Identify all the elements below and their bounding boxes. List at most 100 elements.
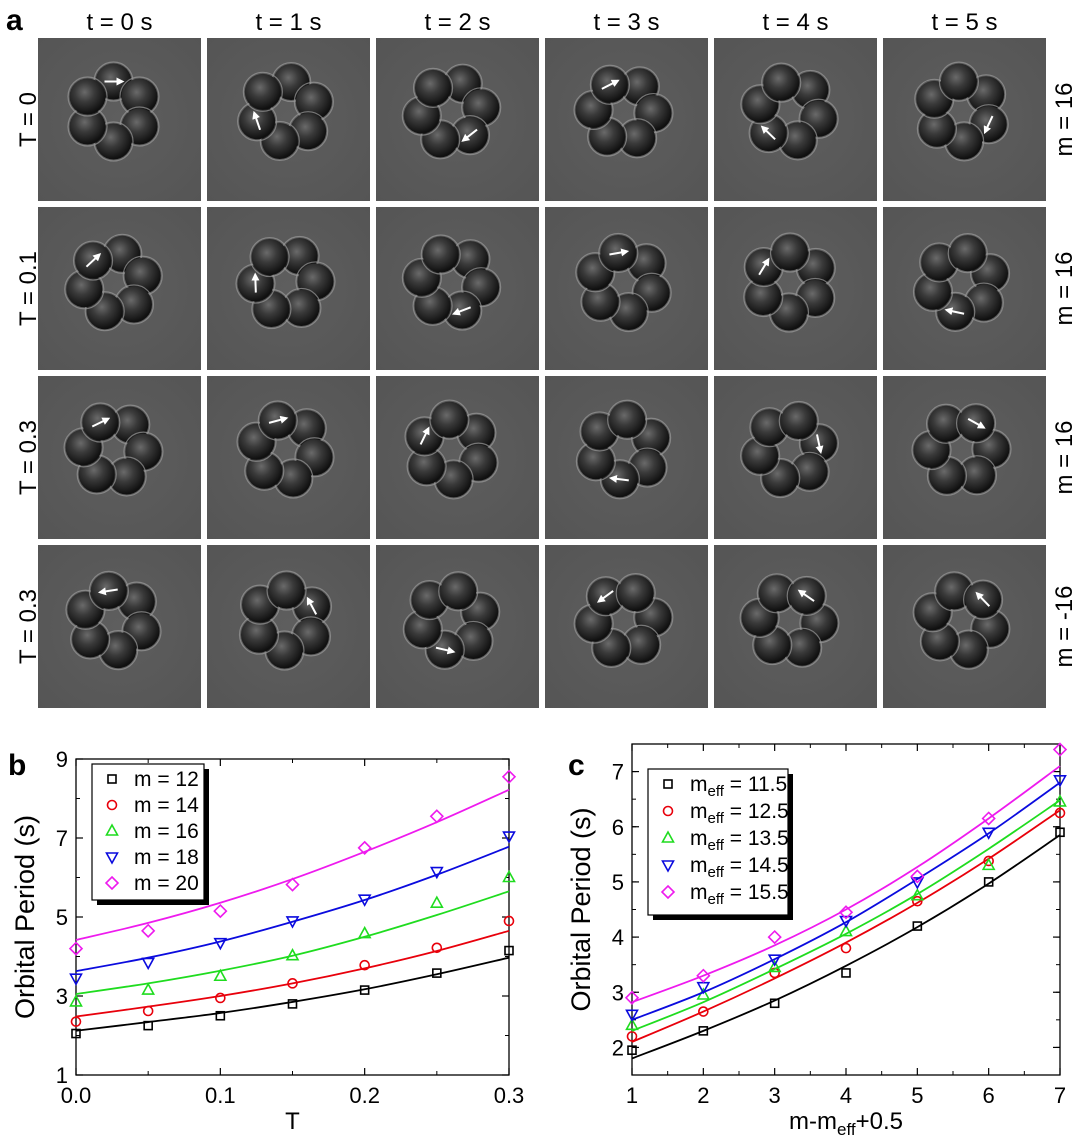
data-point — [357, 840, 372, 856]
bead — [758, 575, 795, 612]
bead — [918, 110, 955, 147]
data-point — [502, 831, 516, 844]
series-circle — [70, 915, 515, 1027]
data-point — [357, 925, 372, 939]
series-square — [627, 827, 1065, 1060]
bead — [251, 239, 288, 276]
data-point — [429, 866, 444, 880]
x-tick-label: 0.3 — [494, 1083, 525, 1108]
data-point — [767, 929, 782, 945]
bead — [408, 448, 445, 485]
bead — [581, 413, 618, 450]
bead — [914, 273, 951, 310]
legend-marker — [661, 830, 675, 843]
bead — [431, 401, 468, 438]
data-point — [767, 954, 782, 967]
motion-arrow-icon — [609, 248, 630, 257]
data-point — [1052, 742, 1068, 757]
data-point — [502, 869, 516, 883]
data-point — [981, 827, 996, 840]
legend-entry: meff = 14.5 — [690, 854, 789, 881]
bead — [621, 68, 658, 105]
bead — [69, 108, 106, 145]
time-label: t = 0 s — [86, 9, 152, 36]
data-point — [142, 1005, 154, 1017]
microscopy-tile — [545, 207, 708, 370]
x-tick-label: 2 — [697, 1083, 709, 1108]
microscopy-tile — [376, 376, 539, 539]
bead — [422, 236, 459, 273]
bead — [913, 432, 950, 469]
bead — [780, 402, 817, 439]
data-point — [839, 923, 853, 937]
data-point — [698, 1026, 709, 1036]
row-labels: T = 0 m = 16 T = 0.1 m = 16 T = 0.3 m = 16 T =… — [15, 82, 1078, 667]
data-point — [981, 811, 996, 826]
motion-arrow-icon — [967, 418, 986, 429]
data-point — [285, 877, 300, 892]
data-point — [287, 999, 298, 1009]
microscopy-tile — [207, 38, 370, 201]
data-point — [213, 903, 228, 919]
motion-arrow-icon — [608, 474, 629, 483]
y-tick-label: 7 — [612, 760, 624, 785]
bead — [404, 611, 441, 648]
bead — [928, 405, 965, 442]
microscopy-tile — [714, 376, 877, 539]
bead — [589, 118, 626, 155]
motion-arrow-icon — [601, 79, 620, 90]
data-point — [285, 916, 300, 929]
data-point — [141, 957, 156, 971]
x-tick-label: 4 — [840, 1083, 852, 1108]
data-point — [215, 1010, 226, 1021]
data-point — [626, 1031, 638, 1042]
data-point — [501, 769, 517, 784]
data-point — [841, 968, 851, 978]
row-m-label: m = 16 — [1051, 82, 1078, 156]
data-point — [838, 905, 854, 920]
microscopy-tile — [545, 545, 708, 708]
legend: m = 12 m = 14 m = 16 m = 18 m = 20 — [91, 763, 209, 905]
data-point — [698, 1006, 709, 1017]
data-point — [213, 968, 228, 982]
bead — [763, 64, 800, 101]
legend-marker — [106, 799, 118, 811]
fit-line — [631, 765, 1061, 1004]
panel-c-label: c — [568, 749, 585, 782]
x-tick-label: 1 — [626, 1083, 638, 1108]
motion-arrow-icon — [944, 307, 965, 316]
fit-line — [631, 834, 1061, 1060]
series-triangle-down — [625, 775, 1067, 1022]
microscopy-tiles — [38, 38, 1046, 708]
bead — [121, 78, 158, 115]
legend-marker — [105, 852, 119, 865]
data-point — [912, 921, 923, 931]
motion-arrow-icon — [815, 434, 824, 455]
microscopy-tile — [207, 207, 370, 370]
bead — [72, 621, 109, 658]
legend-marker — [662, 805, 674, 817]
panel-b-label: b — [8, 749, 26, 782]
data-point — [141, 982, 156, 995]
bead — [779, 122, 816, 159]
legend-entry: meff = 11.5 — [690, 773, 787, 800]
motion-arrow-icon — [251, 272, 260, 293]
bead — [241, 616, 278, 653]
data-point — [69, 973, 83, 986]
data-point — [143, 1020, 153, 1031]
data-point — [840, 942, 852, 954]
bead — [582, 283, 619, 320]
motion-arrow-icon — [97, 587, 118, 596]
time-label: t = 2 s — [424, 9, 490, 36]
microscopy-tile — [883, 38, 1046, 201]
data-point — [71, 1028, 81, 1039]
y-axis-label: Orbital Period (s) — [566, 807, 596, 1011]
y-tick-label: 9 — [56, 747, 68, 772]
bead — [784, 629, 821, 666]
bead — [244, 73, 281, 110]
row-t-label: T = 0.1 — [15, 251, 42, 326]
microscopy-tile — [545, 38, 708, 201]
bead — [745, 279, 782, 316]
